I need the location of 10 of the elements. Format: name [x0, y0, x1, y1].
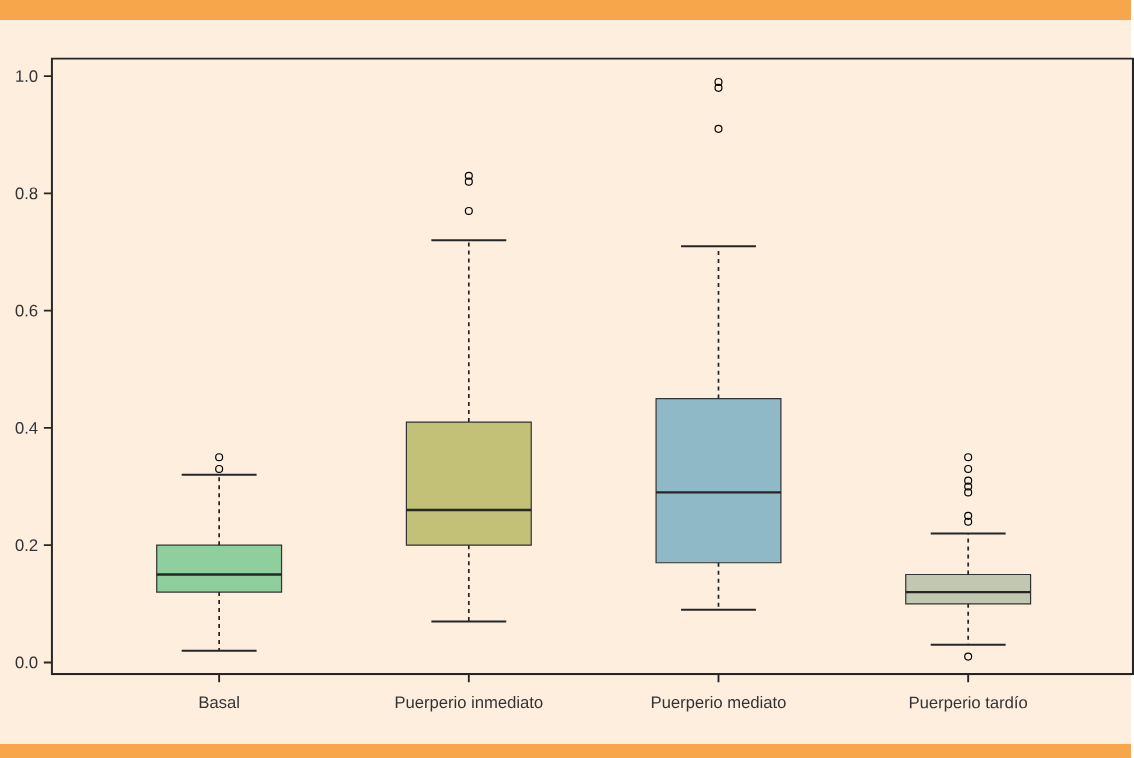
y-tick-label: 0.4	[15, 422, 38, 434]
y-tick-label: 0.8	[15, 187, 38, 200]
y-tick-label: 0.6	[15, 304, 38, 317]
y-tick-label: 0.2	[15, 539, 38, 552]
x-tick-label: Puerperio tardío	[909, 695, 1028, 712]
x-tick-label: Puerperio inmediato	[395, 695, 543, 712]
x-tick-label: Basal	[199, 695, 239, 709]
x-tick-label: Puerperio mediato	[651, 695, 786, 712]
y-tick-label: 1.0	[16, 70, 38, 82]
y-tick-label: 0.0	[15, 656, 38, 669]
